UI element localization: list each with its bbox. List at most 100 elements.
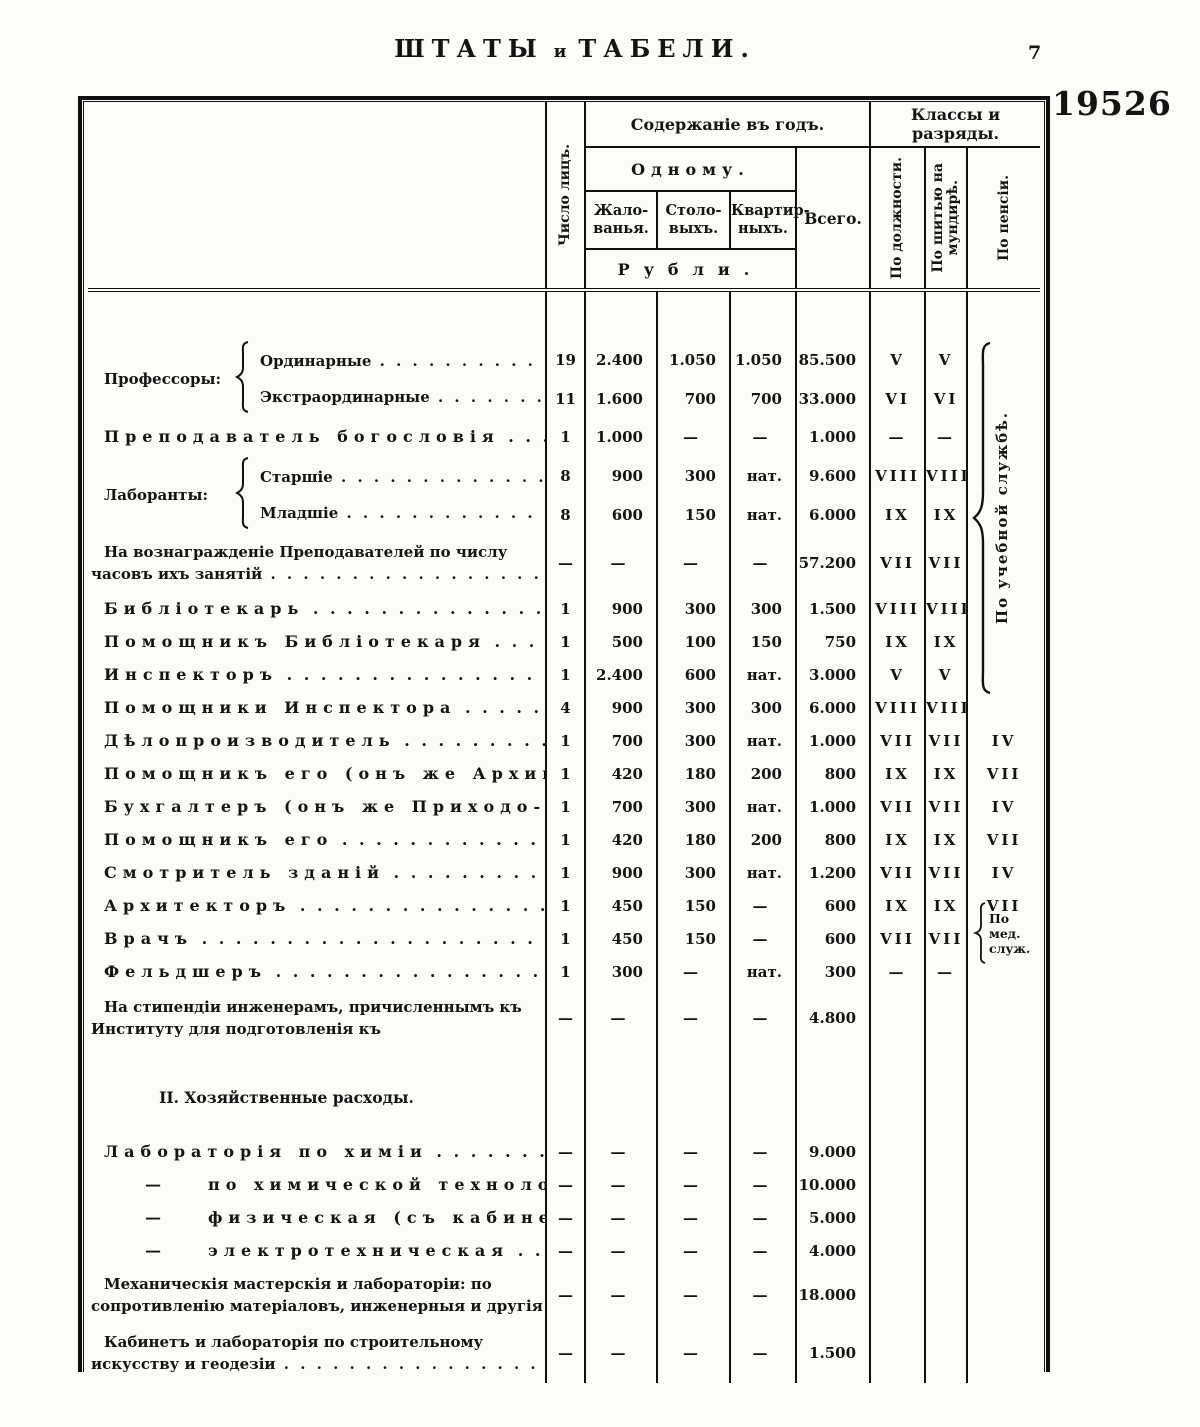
row-label: Библіотекарь: [88, 598, 545, 620]
row-label-cell: На вознагражденіе Преподавателей по числ…: [88, 534, 546, 592]
cell-salary: 420: [584, 823, 657, 856]
header-rubles: Рубли.: [584, 249, 796, 292]
row-label: Бухгалтеръ (онъ же Приходо-расходчикъ): [88, 796, 545, 818]
staff-table: Число лицъ. Содержаніе въ годъ. Классы и…: [88, 102, 1041, 1383]
row-label: Архитекторъ: [88, 895, 545, 917]
section-header-row: II. Хозяйственные расходы.: [88, 1077, 1041, 1117]
cell-class-position: IX: [869, 757, 926, 790]
table-row: Лабораторія по химіи — — — — 9.000: [88, 1135, 1041, 1168]
cell-class-uniform: IX: [924, 757, 968, 790]
cell-lodging: —: [729, 1168, 796, 1201]
table-row: 8 600 150 нат. 6.000 IX IX: [88, 495, 1041, 534]
cell-board: —: [656, 534, 730, 592]
cell-board: 700: [656, 379, 730, 418]
cell-salary: 450: [584, 889, 657, 922]
spacer-row: [88, 290, 1041, 340]
ditto-dash: —: [145, 1207, 167, 1227]
cell-board: 150: [656, 922, 730, 955]
section-title: II. Хозяйственные расходы.: [159, 1087, 414, 1107]
cell-lodging: —: [729, 889, 796, 922]
row-label-cell: Лабораторія по химіи: [88, 1135, 546, 1168]
cell-board: 100: [656, 625, 730, 658]
header-col-total: Всего.: [794, 147, 871, 292]
cell-total: 4.800: [794, 989, 871, 1047]
cell-class-uniform: VIII: [924, 456, 968, 495]
by-position-label: По должности.: [889, 156, 906, 280]
table-row: Лаборанты: Старшіе Младшіе 8 900 300 нат…: [88, 456, 1041, 529]
cell-class-uniform: —: [924, 955, 968, 989]
row-label-cell: Смотритель зданій: [88, 856, 546, 889]
row-label-cell: Помощникъ его: [88, 823, 546, 856]
cell-class-position: V: [869, 658, 926, 691]
cell-lodging: нат.: [729, 724, 796, 757]
cell-persons: 1: [545, 757, 585, 790]
med-service-annotation: По мед. служ.: [973, 901, 1030, 965]
cell-class-position: VII: [869, 724, 926, 757]
cell-board: 300: [656, 456, 730, 495]
cell-class-uniform: IX: [924, 495, 968, 534]
cell-persons: 1: [545, 955, 585, 989]
cell-lodging: —: [729, 1135, 796, 1168]
row-label-cell: Бухгалтеръ (онъ же Приходо-расходчикъ): [88, 790, 546, 823]
cell-persons: 1: [545, 724, 585, 757]
cell-total: 18.000: [794, 1267, 871, 1323]
cell-salary: —: [584, 1135, 657, 1168]
row-label-cell: Фельдшеръ: [88, 955, 546, 989]
cell-persons: —: [545, 534, 585, 592]
header-row: Число лицъ. Содержаніе въ годъ. Классы и…: [88, 102, 1041, 292]
title-word: ТАБЕЛИ.: [578, 34, 756, 63]
row-label: Экстраординарные: [250, 379, 545, 415]
cell-class-uniform: VIII: [924, 691, 968, 724]
cell-lodging: нат.: [729, 955, 796, 989]
cell-salary: 700: [584, 724, 657, 757]
cell-class-pension: [966, 418, 1041, 456]
cell-board: 300: [656, 592, 730, 625]
row-label-cell: На стипендіи инженерамъ, причисленнымъ к…: [88, 989, 546, 1047]
med-service-brace: [973, 902, 986, 964]
cell-total: 600: [794, 922, 871, 955]
cell-class-position: IX: [869, 625, 926, 658]
cell-lodging: 1.050: [729, 340, 796, 379]
title-word: ШТАТЫ: [394, 34, 544, 63]
cell-total: 300: [794, 955, 871, 989]
cell-lodging: —: [729, 1267, 796, 1323]
cell-persons: 1: [545, 790, 585, 823]
row-label-cell: Профессоры: Ординарные Экстраординарные: [88, 340, 546, 418]
cell-salary: 900: [584, 456, 657, 495]
cell-salary: 2.400: [584, 340, 657, 379]
row-label-cell: Инспекторъ: [88, 658, 546, 691]
cell-board: —: [656, 418, 730, 456]
table-row: На стипендіи инженерамъ, причисленнымъ к…: [88, 989, 1041, 1047]
row-label: Помощники Инспектора: [88, 697, 545, 719]
cell-class-pension: VII: [966, 757, 1041, 790]
row-label: —по химической технологіи и металлургіи: [88, 1174, 545, 1196]
row-label: Фельдшеръ: [88, 961, 545, 983]
cell-persons: 1: [545, 823, 585, 856]
cell-class-uniform: [924, 989, 968, 1047]
row-label-cell: Лаборанты: Старшіе Младшіе: [88, 456, 546, 534]
table-frame: Число лицъ. Содержаніе въ годъ. Классы и…: [78, 96, 1050, 1383]
row-label-cell: Помощникъ его (онъ же Архиваріусъ): [88, 757, 546, 790]
cell-board: 150: [656, 889, 730, 922]
cell-salary: —: [584, 1267, 657, 1323]
cell-class-uniform: VII: [924, 534, 968, 592]
cell-class-pension: IV: [966, 724, 1041, 757]
table-row: Помощники Инспектора 4 900 300 300 6.000…: [88, 691, 1041, 724]
cell-board: 300: [656, 724, 730, 757]
cell-class-uniform: VIII: [924, 592, 968, 625]
cell-class-position: VII: [869, 534, 926, 592]
cell-lodging: —: [729, 418, 796, 456]
cell-persons: 8: [545, 456, 585, 495]
row-label: Смотритель зданій: [88, 862, 545, 884]
title-conjunction: и: [553, 42, 569, 62]
cell-lodging: 300: [729, 592, 796, 625]
table-row: —электротехническая — — — — 4.000: [88, 1234, 1041, 1267]
cell-persons: 1: [545, 625, 585, 658]
edu-service-brace: [972, 341, 991, 695]
cell-total: 4.000: [794, 1234, 871, 1267]
table-row: На вознагражденіе Преподавателей по числ…: [88, 534, 1041, 592]
spacer-row: [88, 1117, 1041, 1135]
table-row: Фельдшеръ 1 300 — нат. 300 — —: [88, 955, 1041, 989]
header-sub-one: Одному.: [584, 147, 796, 192]
ditto-dash: —: [145, 1240, 167, 1260]
